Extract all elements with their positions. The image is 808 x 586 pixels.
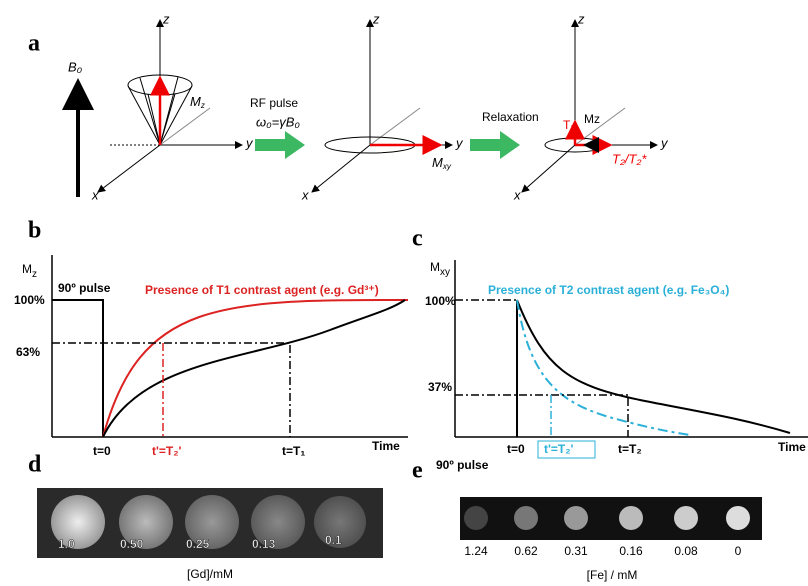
- phantom: [464, 506, 488, 530]
- phantom: [251, 495, 305, 549]
- concentration: 0.25: [186, 537, 210, 551]
- panel-d: d 1.0 0.50 0.25 0.13 0.1 [Gd]/mM: [28, 452, 383, 581]
- concentration: 0.1: [325, 533, 342, 547]
- panel-label: d: [28, 452, 42, 478]
- axis-label: y: [455, 135, 464, 150]
- axis-label: z: [372, 11, 380, 26]
- axis-label: x: [513, 187, 521, 202]
- level-label: 37%: [428, 380, 452, 394]
- frame-1: [97, 19, 243, 193]
- panel-b: b Mz 100% 63% 90º pulse Presence of T1 c…: [14, 218, 409, 458]
- phantom: [619, 506, 643, 530]
- axis-label: x: [91, 187, 99, 202]
- mz-label: Mz: [584, 112, 600, 126]
- time-label: t=0: [507, 442, 525, 456]
- axis-label: x: [301, 187, 309, 202]
- concentration: 1.0: [58, 537, 75, 551]
- level-label: 100%: [14, 293, 45, 307]
- guide: [455, 394, 629, 437]
- phantom: [51, 495, 105, 549]
- sub: z: [200, 101, 205, 110]
- base: M: [190, 94, 201, 109]
- axis-label: [Fe] / mM: [587, 568, 638, 582]
- sub: xy: [440, 267, 450, 278]
- panel-a: a B₀ z y x Mz RF pulse ω₀=γB₀ z y x Mxy …: [28, 11, 669, 202]
- axis-label: y: [245, 135, 254, 150]
- phantom-image: [460, 497, 762, 540]
- curve: [102, 299, 406, 438]
- curve: [516, 299, 791, 434]
- pulse-label: 90º pulse: [436, 458, 489, 472]
- y-label: Mz: [22, 262, 37, 279]
- phantom: [514, 506, 538, 530]
- labels: 1.0 0.50 0.25 0.13 0.1: [58, 533, 343, 552]
- time-label: t=T₂: [618, 442, 642, 456]
- phantom: [726, 506, 750, 530]
- concentration: 0.62: [514, 544, 538, 558]
- larmor: ω₀=γB₀: [256, 114, 300, 129]
- panel-label: b: [28, 218, 41, 244]
- frame-3: [521, 19, 658, 193]
- time-label: t=T₁: [282, 444, 305, 458]
- mz-label: Mz: [190, 94, 205, 110]
- level-label: 100%: [425, 294, 456, 308]
- labels: 1.24 0.62 0.31 0.16 0.08 0: [464, 544, 741, 558]
- t2-label: T₂/T₂*: [612, 151, 647, 166]
- relaxation: Relaxation: [482, 110, 539, 124]
- concentration: 0.31: [564, 544, 588, 558]
- base: M: [432, 155, 443, 170]
- concentration: 0.13: [252, 537, 276, 551]
- highlight-box: [537, 440, 596, 459]
- sub: xy: [442, 162, 452, 171]
- concentration: 0.08: [674, 544, 698, 558]
- arrow: [470, 131, 520, 159]
- axis-label: z: [162, 11, 170, 26]
- axis-label: [Gd]/mM: [187, 567, 233, 581]
- time-label: t'=T₂': [152, 444, 182, 458]
- panel-label: a: [28, 31, 40, 57]
- panel-e: e 1.24 0.62 0.31 0.16 0.08 0 [Fe] / mM: [412, 458, 762, 582]
- panel-label: c: [412, 226, 423, 252]
- time-label: t=0: [93, 444, 111, 458]
- sub: z: [32, 269, 37, 280]
- concentration: 0.16: [619, 544, 643, 558]
- time-label: Time: [372, 439, 400, 453]
- t2-agent-curve: [516, 299, 691, 436]
- phantom: [314, 496, 366, 548]
- phantom: [185, 495, 239, 549]
- axis-label: z: [577, 11, 585, 26]
- phantom: [119, 495, 173, 549]
- phantom: [674, 506, 698, 530]
- y-label: Mxy: [430, 260, 450, 277]
- pulse: [52, 299, 104, 437]
- time-label: t'=T₂': [544, 442, 574, 456]
- t1-label: T₁: [563, 118, 574, 132]
- base: M: [430, 260, 440, 274]
- frame-2: [311, 19, 453, 193]
- time-label: Time: [778, 440, 806, 454]
- t1-agent-curve: [102, 299, 409, 438]
- axis-label: y: [660, 135, 669, 150]
- base: M: [22, 262, 32, 276]
- phantom: [564, 506, 588, 530]
- curve-label: Presence of T1 contrast agent (e.g. Gd³⁺…: [145, 283, 379, 297]
- concentration: 0: [735, 544, 742, 558]
- panel-label: e: [412, 458, 423, 484]
- guide: [52, 342, 291, 437]
- rf-pulse: RF pulse: [250, 96, 298, 110]
- mxy-label: Mxy: [432, 155, 452, 171]
- b0-label: B₀: [68, 59, 83, 74]
- pulse-label: 90º pulse: [58, 281, 111, 295]
- panel-c: c Mxy 100% 37% Presence of T2 contrast a…: [412, 226, 808, 472]
- curve-label: Presence of T2 contrast agent (e.g. Fe₃O…: [488, 283, 729, 297]
- concentration: 0.50: [120, 537, 144, 551]
- level-label: 63%: [16, 345, 40, 359]
- concentration: 1.24: [464, 544, 488, 558]
- arrow: [255, 131, 305, 159]
